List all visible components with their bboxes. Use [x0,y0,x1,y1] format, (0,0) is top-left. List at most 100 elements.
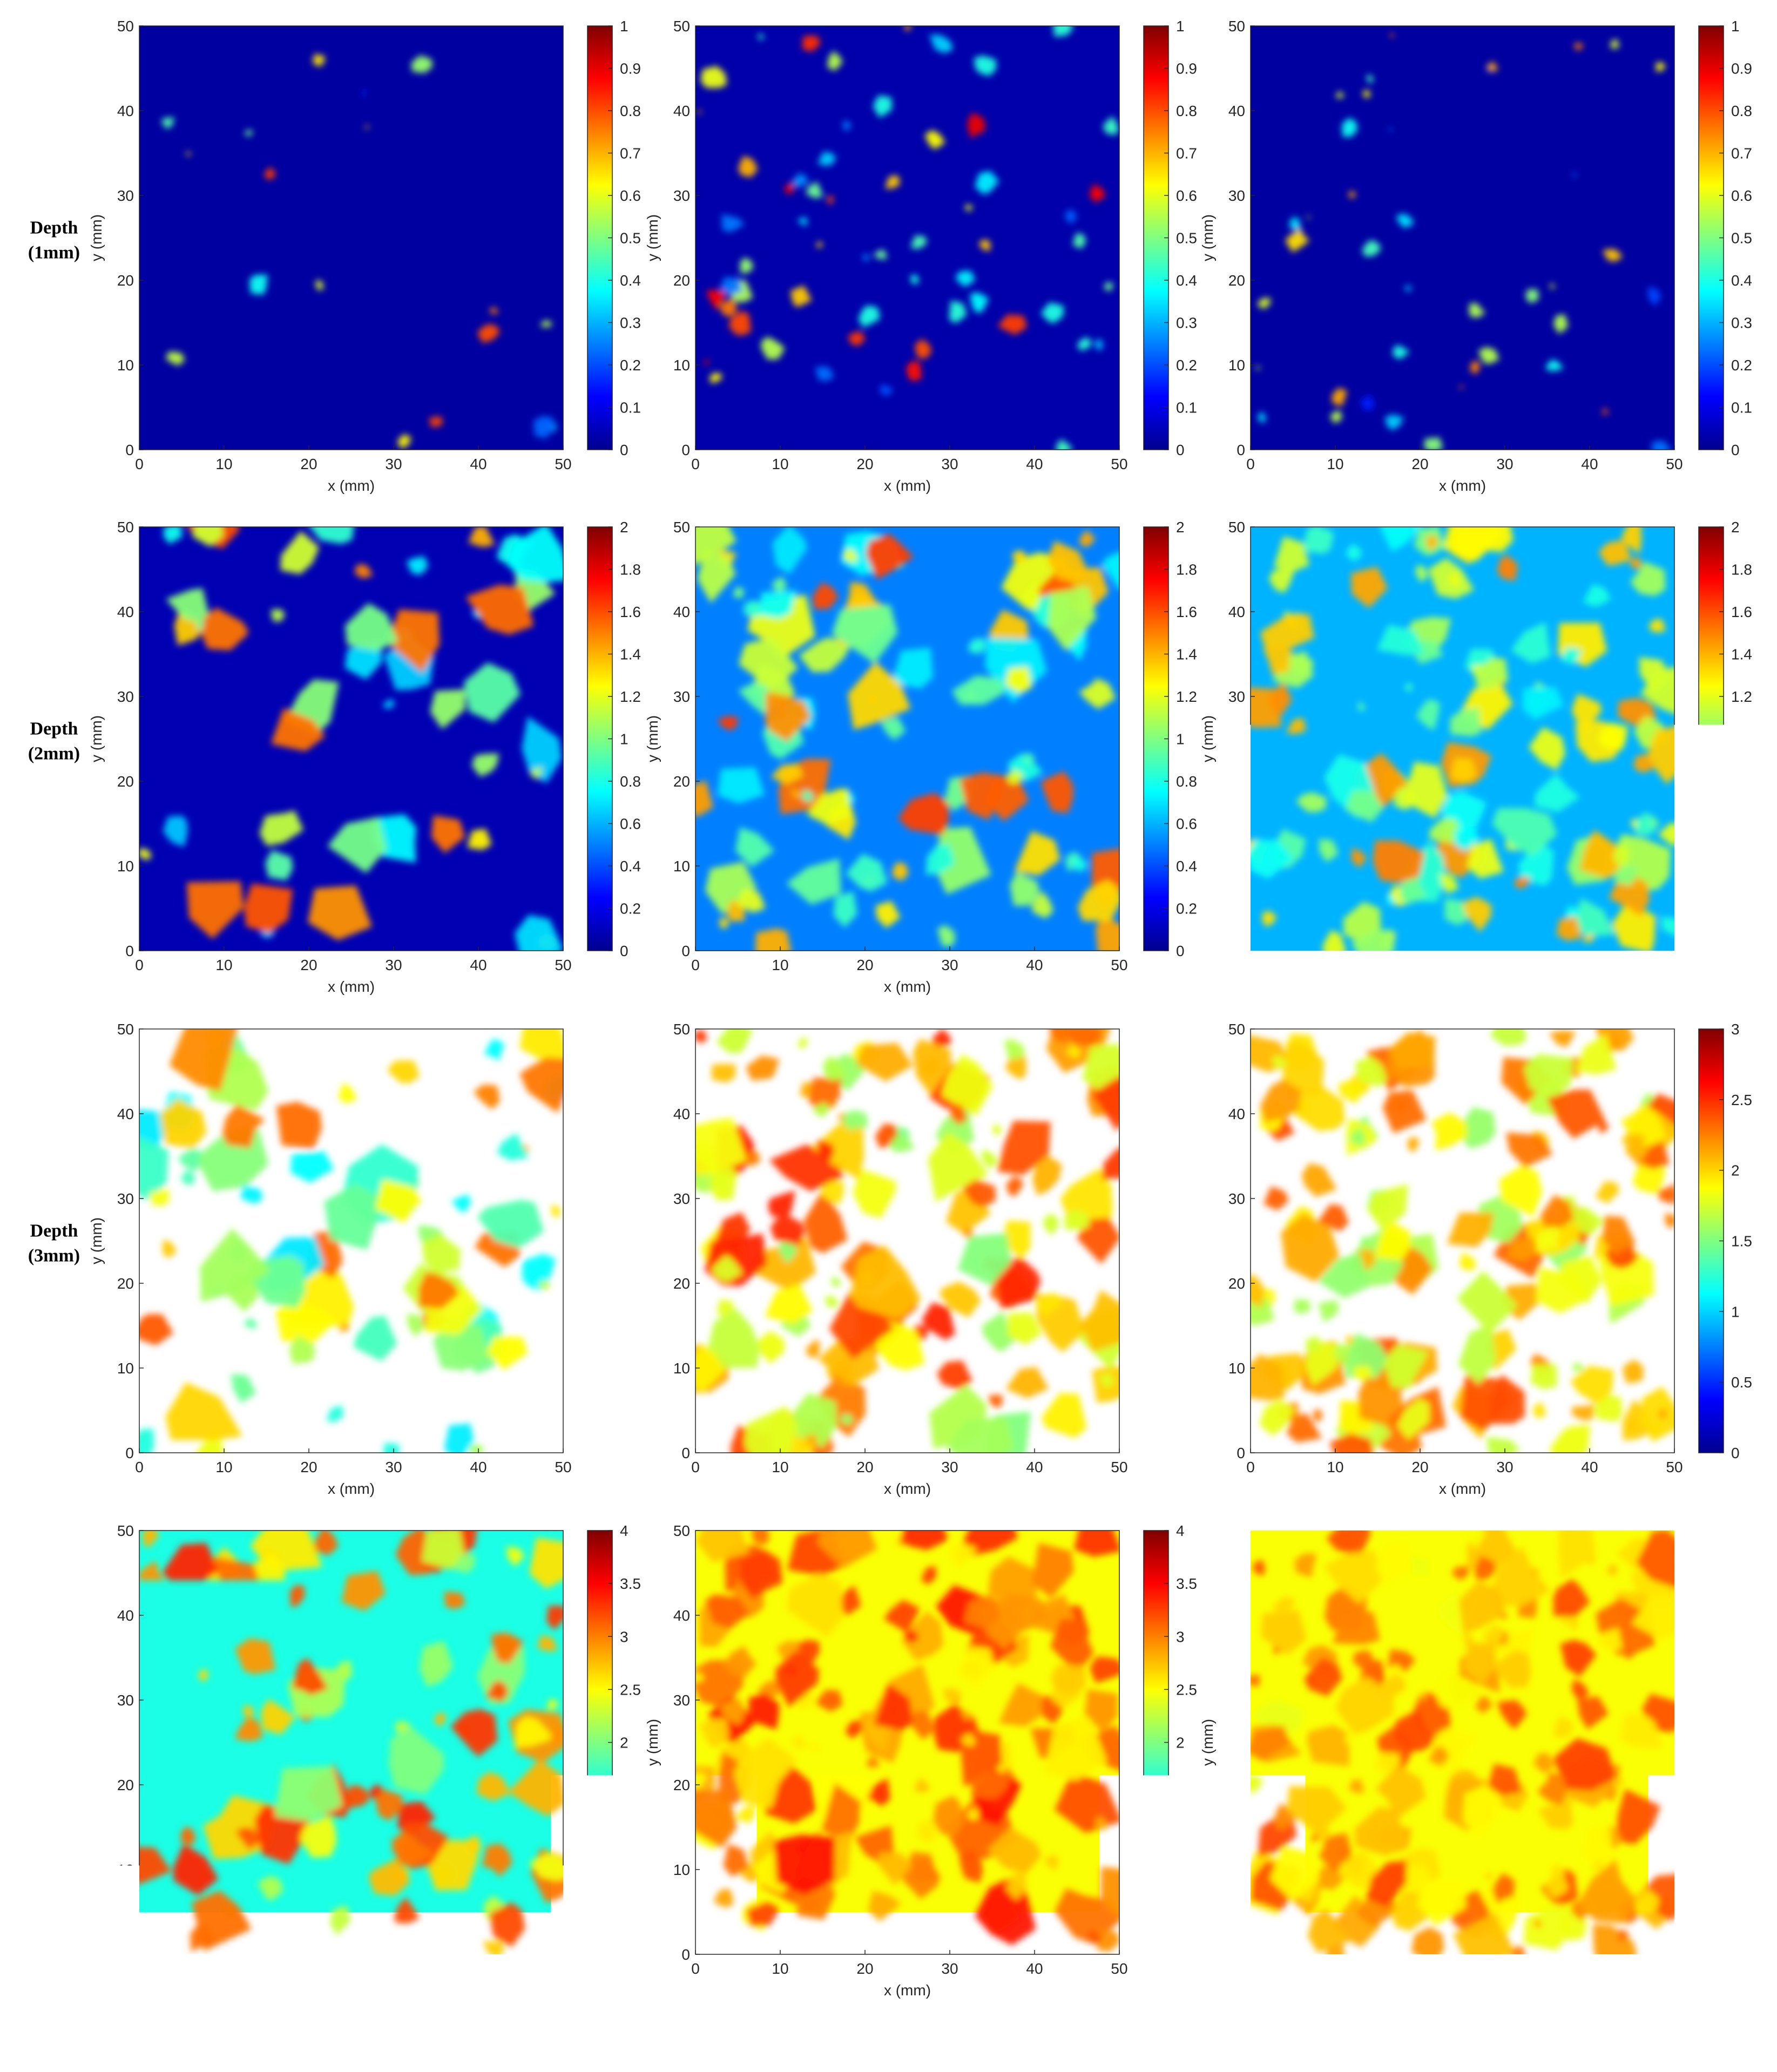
colorbar-tick-label: 2 [620,1162,629,1179]
x-axis-label: x (mm) [1439,477,1486,494]
colorbar-tick-label: 0.8 [1176,773,1197,790]
aggregate-blob [529,1538,590,1589]
colorbar-tick-label: 0.4 [1176,272,1197,289]
colorbar-tick-label: 1.8 [1176,561,1197,578]
x-tick-label: 40 [1581,957,1598,973]
colorbar-tick-label: 0.5 [1731,1374,1752,1391]
colorbar-tick-label: 0.7 [1731,145,1752,162]
colorbar-tick-label: 1.6 [1731,604,1752,620]
colorbar-tick-label: 0.8 [620,103,641,119]
column-label: (a) SMA-13 [303,2029,400,2050]
y-tick-label: 0 [681,442,690,458]
colorbar-tick-label: 0.6 [1731,816,1752,832]
y-tick-label: 20 [673,272,690,289]
y-tick-label: 30 [673,1692,690,1709]
y-tick-label: 30 [1228,187,1245,204]
colorbar-tick-label: 0.4 [1731,272,1752,289]
x-axis-label: x (mm) [1439,1480,1486,1497]
x-tick-label: 40 [1581,1459,1598,1475]
y-tick-label: 0 [1237,1946,1245,1963]
y-tick-label: 40 [1228,604,1245,620]
heatmap-background [695,26,1119,450]
colorbar-tick-label: 2.5 [1176,1092,1197,1108]
colorbar-tick-label: 1 [1176,18,1185,35]
y-tick-label: 40 [673,103,690,119]
x-tick-label: 40 [1581,456,1598,472]
y-tick-label: 40 [1228,1106,1245,1122]
colorbar-tick-label: 1.4 [1731,646,1752,663]
x-axis-label: x (mm) [884,1982,931,1999]
y-tick-label: 20 [117,773,134,790]
colorbar-tick-label: 1.2 [620,688,641,705]
heatmap-panel: 0 10 20 30 40 5001020304050x (mm)y (mm)00.10.… [1199,18,1752,494]
aggregate-blob [444,1423,474,1462]
x-tick-label: 0 [691,957,700,973]
x-tick-label: 20 [856,1459,873,1475]
y-tick-label: 0 [125,1445,134,1461]
colorbar-tick-label: 2.5 [1731,1092,1752,1108]
y-tick-label: 20 [1228,272,1245,289]
y-tick-label: 0 [1237,442,1245,458]
colorbar-tick-label: 2 [620,519,629,536]
colorbar-tick-label: 1 [1176,1303,1185,1320]
x-tick-label: 10 [772,957,788,973]
colorbar-tick-label: 1.8 [620,561,641,578]
x-tick-label: 20 [300,1960,317,1977]
colorbar-tick-label: 0.6 [1731,187,1752,204]
colorbar-tick-label: 2 [1176,1735,1185,1751]
x-tick-label: 40 [470,1459,487,1475]
y-tick-label: 20 [117,272,134,289]
colorbar-tick-label: 1 [620,731,629,748]
colorbar-tick-label: 0.5 [1731,1893,1752,1910]
colorbar-tick-label: 2.5 [1176,1681,1197,1698]
colorbar-tick-label: 1.5 [1176,1787,1197,1804]
colorbar-tick-label: 1 [1731,731,1740,748]
x-axis-label: x (mm) [884,477,931,494]
y-tick-label: 0 [1237,1445,1245,1461]
column-label: (b) AC-16 [867,2029,948,2050]
colorbar-tick-label: 0.9 [1731,60,1752,77]
y-tick-label: 50 [673,1522,690,1539]
y-tick-label: 10 [117,858,134,875]
colorbar-tick-label: 4 [1176,1522,1185,1539]
x-tick-label: 0 [1246,1459,1255,1475]
colorbar-tick-label: 4 [620,1522,629,1539]
y-tick-label: 40 [673,1607,690,1624]
y-tick-label: 30 [1228,1692,1245,1709]
x-tick-label: 20 [1411,1459,1428,1475]
colorbar-tick-label: 0.7 [1176,145,1197,162]
x-tick-label: 0 [691,1459,700,1475]
x-tick-label: 50 [1666,456,1683,472]
y-axis-label: y (mm) [1199,715,1216,762]
heatmap-panel: 0 10 20 30 40 5001020304050x (mm)y (mm)00.511… [88,1512,641,1999]
y-tick-label: 0 [681,1445,690,1461]
x-tick-label: 30 [1496,1960,1513,1977]
y-axis-label: y (mm) [88,1217,105,1264]
colorbar-tick-label: 4 [1731,1522,1740,1539]
x-tick-label: 10 [215,957,232,973]
x-tick-label: 40 [470,456,487,472]
colorbar-tick-label: 0.6 [1176,187,1197,204]
row-label-depth: Depth [30,1723,78,1743]
x-tick-label: 50 [1111,1459,1127,1475]
x-axis-label: x (mm) [328,1982,375,1999]
row-label-value: (4mm) [28,1748,80,1768]
y-axis-label: y (mm) [1199,1719,1216,1766]
colorbar-tick-label: 0.8 [1731,773,1752,790]
x-tick-label: 20 [1411,1960,1428,1977]
y-tick-label: 30 [117,688,134,705]
x-tick-label: 30 [941,1459,958,1475]
heatmap-panel: 0 10 20 30 40 5001020304050x (mm)y (mm)00.511… [88,1012,641,1497]
colorbar-tick-label: 1.5 [1731,1233,1752,1250]
y-tick-label: 30 [1228,688,1245,705]
y-axis-label: y (mm) [88,715,105,762]
y-tick-label: 10 [1228,1861,1245,1878]
colorbar-tick-label: 3 [1731,1021,1740,1038]
y-tick-label: 10 [673,357,690,374]
colorbar-tick-label: 1.5 [1176,1233,1197,1250]
x-tick-label: 20 [856,957,873,973]
colorbar-tick-label: 0.6 [620,816,641,832]
x-tick-label: 10 [772,456,788,472]
colorbar-tick-label: 1.6 [620,604,641,620]
